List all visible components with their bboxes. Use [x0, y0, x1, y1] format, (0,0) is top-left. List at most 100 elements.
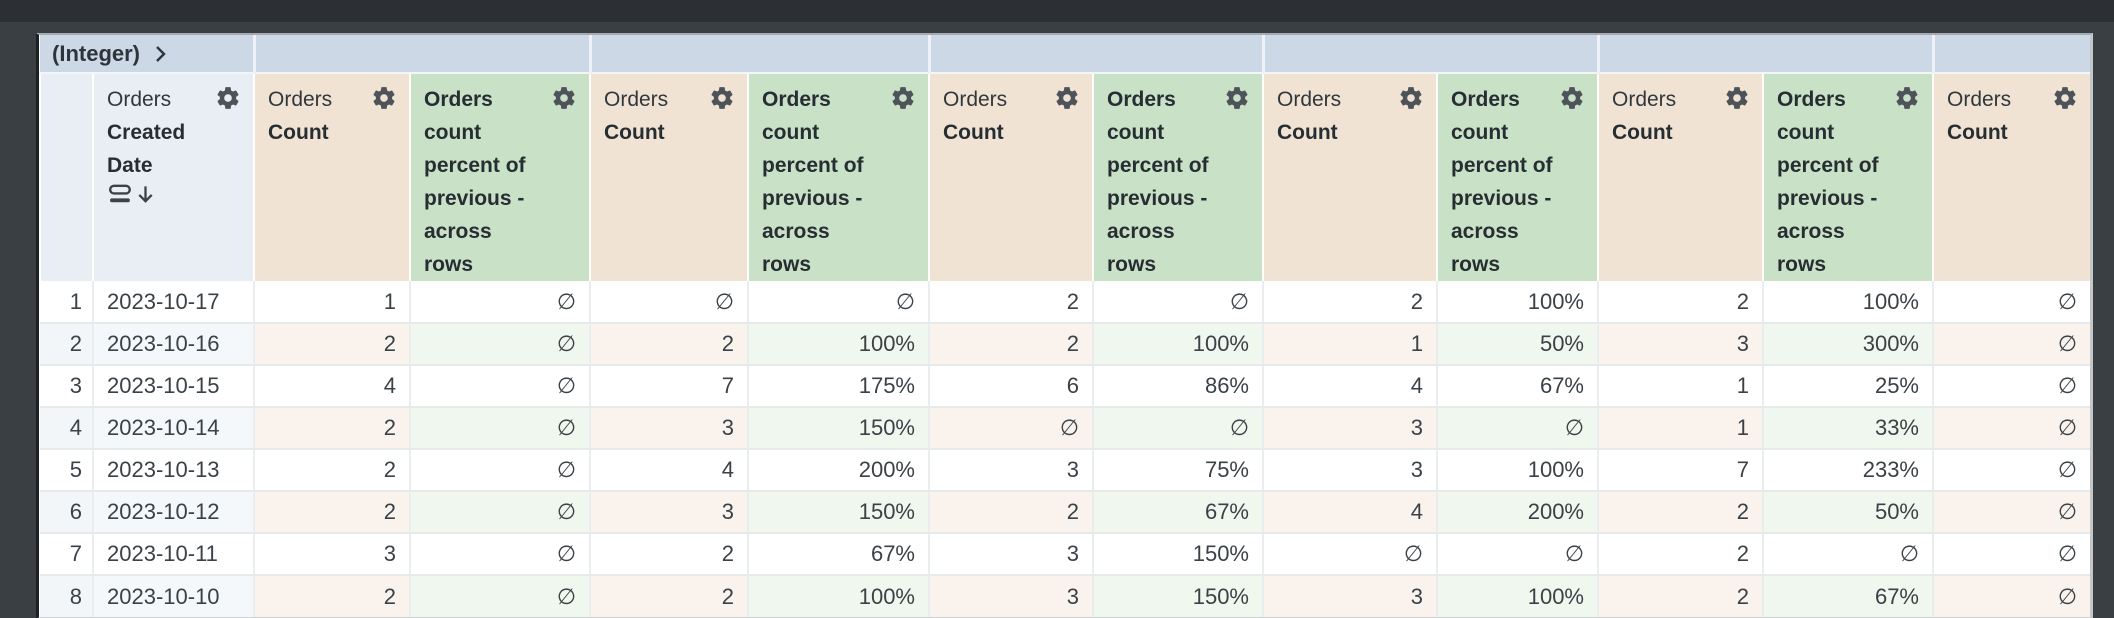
column-header-percent-of-previous[interactable]: Orders count percent of previous - acros… — [747, 73, 929, 281]
percent-cell[interactable]: 100% — [747, 575, 929, 617]
gear-icon[interactable] — [371, 85, 397, 111]
percent-cell[interactable]: 67% — [1436, 365, 1598, 408]
count-cell[interactable]: 2 — [928, 281, 1093, 324]
count-cell[interactable]: ∅ — [928, 407, 1093, 450]
percent-cell[interactable]: 67% — [747, 533, 929, 576]
percent-cell[interactable]: ∅ — [747, 281, 929, 324]
percent-cell[interactable]: ∅ — [1092, 407, 1263, 450]
date-cell[interactable]: 2023-10-15 — [92, 365, 254, 408]
gear-icon[interactable] — [1724, 85, 1750, 111]
percent-cell[interactable]: 175% — [747, 365, 929, 408]
count-cell[interactable]: 2 — [253, 575, 410, 617]
percent-cell[interactable]: 100% — [1436, 449, 1598, 492]
gear-icon[interactable] — [890, 85, 916, 111]
count-cell[interactable]: ∅ — [1932, 323, 2090, 366]
count-cell[interactable]: 3 — [1262, 575, 1437, 617]
percent-cell[interactable]: 100% — [1762, 281, 1933, 324]
date-cell[interactable]: 2023-10-14 — [92, 407, 254, 450]
gear-icon[interactable] — [215, 85, 241, 111]
count-cell[interactable]: 3 — [928, 575, 1093, 617]
count-cell[interactable]: 3 — [1597, 323, 1763, 366]
column-header-percent-of-previous[interactable]: Orders count percent of previous - acros… — [1092, 73, 1263, 281]
column-header-orders-count[interactable]: Orders Count — [1262, 73, 1437, 281]
count-cell[interactable]: 2 — [253, 407, 410, 450]
column-header-orders-count[interactable]: Orders Count — [253, 73, 410, 281]
count-cell[interactable]: 4 — [1262, 491, 1437, 534]
percent-cell[interactable]: 150% — [1092, 575, 1263, 617]
count-cell[interactable]: 6 — [928, 365, 1093, 408]
column-header-orders-count[interactable]: Orders Count — [1932, 73, 2090, 281]
date-cell[interactable]: 2023-10-12 — [92, 491, 254, 534]
count-cell[interactable]: 3 — [1262, 407, 1437, 450]
gear-icon[interactable] — [1224, 85, 1250, 111]
count-cell[interactable]: 2 — [1597, 575, 1763, 617]
percent-cell[interactable]: 67% — [1092, 491, 1263, 534]
count-cell[interactable]: ∅ — [1932, 365, 2090, 408]
count-cell[interactable]: ∅ — [589, 281, 748, 324]
count-cell[interactable]: 2 — [1597, 491, 1763, 534]
count-cell[interactable]: 2 — [589, 323, 748, 366]
percent-cell[interactable]: 100% — [1436, 281, 1598, 324]
percent-cell[interactable]: 75% — [1092, 449, 1263, 492]
percent-cell[interactable]: ∅ — [1436, 407, 1598, 450]
count-cell[interactable]: 2 — [928, 491, 1093, 534]
count-cell[interactable]: ∅ — [1932, 407, 2090, 450]
column-header-percent-of-previous[interactable]: Orders count percent of previous - acros… — [1762, 73, 1933, 281]
percent-cell[interactable]: 67% — [1762, 575, 1933, 617]
column-header-orders-count[interactable]: Orders Count — [589, 73, 748, 281]
percent-cell[interactable]: ∅ — [409, 281, 590, 324]
chevron-right-icon[interactable] — [148, 42, 172, 66]
gear-icon[interactable] — [1559, 85, 1585, 111]
percent-cell[interactable]: 50% — [1762, 491, 1933, 534]
count-cell[interactable]: 7 — [589, 365, 748, 408]
percent-cell[interactable]: 200% — [1436, 491, 1598, 534]
percent-cell[interactable]: 86% — [1092, 365, 1263, 408]
column-header-percent-of-previous[interactable]: Orders count percent of previous - acros… — [409, 73, 590, 281]
gear-icon[interactable] — [1894, 85, 1920, 111]
percent-cell[interactable]: ∅ — [1436, 533, 1598, 576]
count-cell[interactable]: ∅ — [1932, 575, 2090, 617]
column-header-orders-count[interactable]: Orders Count — [1597, 73, 1763, 281]
gear-icon[interactable] — [551, 85, 577, 111]
column-header-orders-created-date[interactable]: Orders Created Date — [92, 73, 254, 281]
count-cell[interactable]: 4 — [253, 365, 410, 408]
percent-cell[interactable]: 300% — [1762, 323, 1933, 366]
count-cell[interactable]: 2 — [253, 491, 410, 534]
count-cell[interactable]: 2 — [253, 323, 410, 366]
count-cell[interactable]: ∅ — [1932, 449, 2090, 492]
percent-cell[interactable]: ∅ — [1762, 533, 1933, 576]
count-cell[interactable]: 2 — [1597, 281, 1763, 324]
percent-cell[interactable]: 100% — [1436, 575, 1598, 617]
percent-cell[interactable]: ∅ — [1092, 281, 1263, 324]
count-cell[interactable]: 1 — [253, 281, 410, 324]
count-cell[interactable]: 3 — [928, 449, 1093, 492]
percent-cell[interactable]: 100% — [1092, 323, 1263, 366]
subtotals-icon[interactable] — [107, 182, 134, 206]
count-cell[interactable]: 2 — [589, 533, 748, 576]
count-cell[interactable]: 2 — [589, 575, 748, 617]
percent-cell[interactable]: ∅ — [409, 533, 590, 576]
count-cell[interactable]: 7 — [1597, 449, 1763, 492]
date-cell[interactable]: 2023-10-11 — [92, 533, 254, 576]
percent-cell[interactable]: 33% — [1762, 407, 1933, 450]
count-cell[interactable]: 1 — [1262, 323, 1437, 366]
percent-cell[interactable]: 150% — [1092, 533, 1263, 576]
gear-icon[interactable] — [709, 85, 735, 111]
count-cell[interactable]: ∅ — [1262, 533, 1437, 576]
gear-icon[interactable] — [2052, 85, 2078, 111]
count-cell[interactable]: 2 — [1597, 533, 1763, 576]
count-cell[interactable]: 4 — [1262, 365, 1437, 408]
count-cell[interactable]: 3 — [589, 407, 748, 450]
percent-cell[interactable]: ∅ — [409, 365, 590, 408]
count-cell[interactable]: 3 — [253, 533, 410, 576]
count-cell[interactable]: 1 — [1597, 365, 1763, 408]
date-cell[interactable]: 2023-10-10 — [92, 575, 254, 617]
percent-cell[interactable]: ∅ — [409, 407, 590, 450]
column-header-orders-count[interactable]: Orders Count — [928, 73, 1093, 281]
count-cell[interactable]: 3 — [1262, 449, 1437, 492]
gear-icon[interactable] — [1398, 85, 1424, 111]
count-cell[interactable]: 2 — [1262, 281, 1437, 324]
count-cell[interactable]: 2 — [253, 449, 410, 492]
percent-cell[interactable]: 100% — [747, 323, 929, 366]
column-header-percent-of-previous[interactable]: Orders count percent of previous - acros… — [1436, 73, 1598, 281]
